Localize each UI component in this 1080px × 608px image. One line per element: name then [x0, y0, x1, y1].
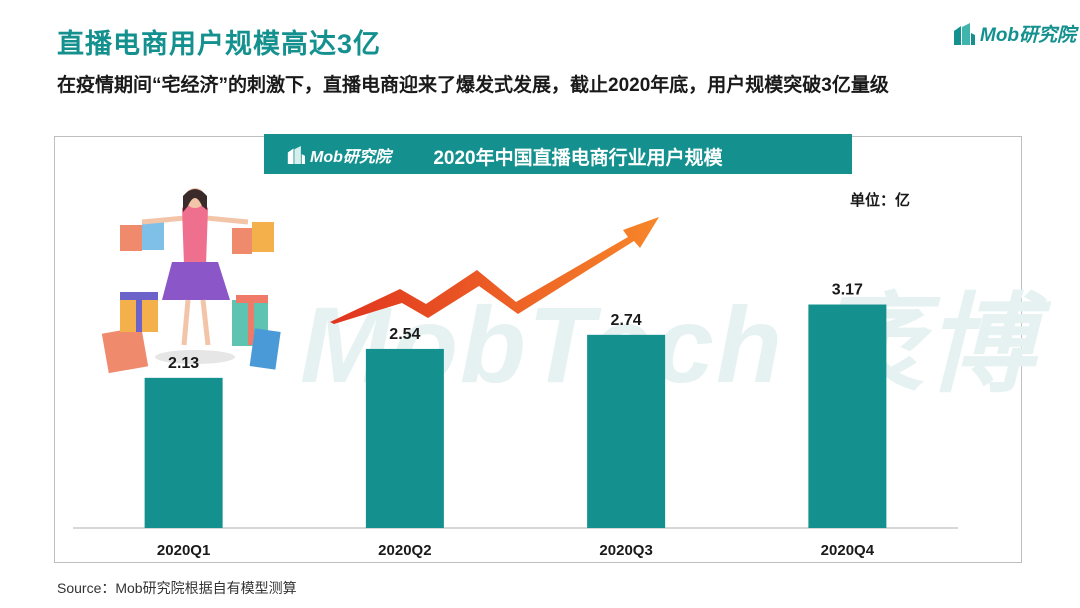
brand-text: Mob研究院	[980, 25, 1077, 46]
watermark: MobTech 袤博	[300, 284, 1036, 405]
building-icon	[954, 22, 975, 45]
building-icon	[287, 146, 305, 164]
page-title: 直播电商用户规模高达3亿	[57, 29, 382, 59]
chart-title: 2020年中国直播电商行业用户规模	[433, 148, 723, 169]
source-note: Source：Mob研究院根据自有模型测算	[57, 580, 297, 596]
banner-brand: Mob研究院	[286, 143, 391, 167]
unit-label: 单位：亿	[850, 192, 911, 209]
brand-logo: Mob研究院	[952, 20, 1076, 47]
banner-brand-text: Mob研究院	[310, 149, 391, 166]
page-subtitle: 在疫情期间“宅经济”的刺激下，直播电商迎来了爆发式发展，截止2020年底，用户规…	[57, 75, 889, 96]
chart-banner: Mob研究院 2020年中国直播电商行业用户规模	[264, 134, 852, 174]
